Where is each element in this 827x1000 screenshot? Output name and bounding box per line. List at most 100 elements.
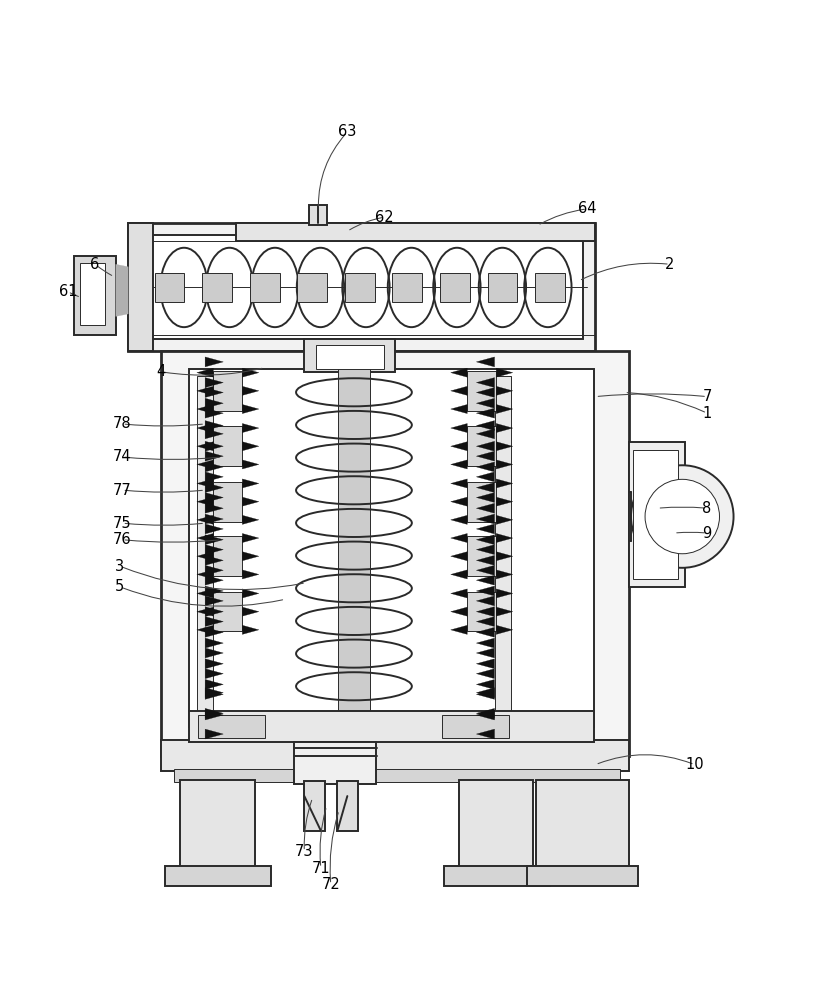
- Polygon shape: [476, 503, 495, 513]
- Polygon shape: [496, 533, 513, 543]
- Polygon shape: [496, 515, 513, 524]
- Bar: [393, 273, 423, 302]
- Bar: [174, 769, 620, 782]
- Bar: [495, 376, 511, 719]
- Polygon shape: [197, 533, 213, 543]
- Polygon shape: [476, 357, 495, 367]
- Text: 9: 9: [702, 526, 712, 541]
- Text: 72: 72: [322, 877, 340, 892]
- Bar: [467, 371, 496, 411]
- Polygon shape: [205, 679, 223, 689]
- Polygon shape: [496, 386, 513, 395]
- Polygon shape: [205, 421, 223, 431]
- Polygon shape: [205, 607, 223, 617]
- Bar: [316, 345, 384, 369]
- Polygon shape: [476, 493, 495, 502]
- Polygon shape: [242, 625, 259, 634]
- Text: 63: 63: [338, 124, 356, 139]
- Polygon shape: [205, 596, 223, 606]
- Polygon shape: [451, 442, 467, 451]
- Text: 3: 3: [115, 559, 125, 574]
- Polygon shape: [205, 545, 223, 555]
- Bar: [161, 740, 629, 771]
- Polygon shape: [197, 607, 213, 616]
- Polygon shape: [242, 589, 259, 598]
- Text: 73: 73: [295, 844, 313, 859]
- Polygon shape: [205, 535, 223, 545]
- Polygon shape: [242, 515, 259, 524]
- Bar: [213, 371, 242, 411]
- Polygon shape: [451, 533, 467, 543]
- Bar: [459, 780, 533, 870]
- Polygon shape: [205, 586, 223, 596]
- Bar: [198, 715, 265, 738]
- Bar: [155, 273, 184, 302]
- Polygon shape: [476, 565, 495, 575]
- Polygon shape: [496, 442, 513, 451]
- Polygon shape: [476, 688, 495, 698]
- Polygon shape: [205, 462, 223, 472]
- Text: 71: 71: [312, 861, 330, 876]
- Bar: [197, 376, 213, 719]
- Polygon shape: [476, 514, 495, 524]
- Polygon shape: [496, 424, 513, 433]
- Polygon shape: [197, 424, 213, 433]
- Polygon shape: [197, 479, 213, 488]
- Polygon shape: [242, 570, 259, 579]
- Bar: [165, 866, 271, 886]
- Polygon shape: [451, 625, 467, 634]
- Text: 76: 76: [113, 532, 131, 547]
- Text: 5: 5: [115, 579, 125, 594]
- Polygon shape: [205, 441, 223, 451]
- Polygon shape: [242, 533, 259, 543]
- Polygon shape: [476, 398, 495, 408]
- Polygon shape: [476, 535, 495, 545]
- Bar: [309, 205, 327, 225]
- Polygon shape: [197, 368, 213, 377]
- Text: 75: 75: [113, 516, 131, 531]
- Polygon shape: [242, 607, 259, 616]
- Polygon shape: [205, 514, 223, 524]
- Polygon shape: [496, 368, 513, 377]
- Polygon shape: [197, 570, 213, 579]
- Bar: [467, 536, 496, 576]
- Polygon shape: [496, 589, 513, 598]
- Polygon shape: [476, 472, 495, 482]
- Polygon shape: [197, 625, 213, 634]
- Text: 77: 77: [113, 483, 131, 498]
- Polygon shape: [242, 368, 259, 377]
- Polygon shape: [476, 648, 495, 658]
- Polygon shape: [197, 460, 213, 469]
- Bar: [189, 711, 594, 742]
- Polygon shape: [451, 424, 467, 433]
- Polygon shape: [476, 441, 495, 451]
- Bar: [161, 351, 629, 756]
- Polygon shape: [197, 442, 213, 451]
- Bar: [213, 592, 242, 631]
- Bar: [442, 715, 509, 738]
- Polygon shape: [242, 404, 259, 414]
- Polygon shape: [205, 575, 223, 585]
- Bar: [294, 742, 376, 784]
- Polygon shape: [496, 570, 513, 579]
- Polygon shape: [451, 589, 467, 598]
- Polygon shape: [205, 565, 223, 575]
- Polygon shape: [205, 524, 223, 534]
- Bar: [250, 273, 280, 302]
- Polygon shape: [496, 607, 513, 616]
- Text: 4: 4: [156, 364, 166, 379]
- Polygon shape: [242, 479, 259, 488]
- Polygon shape: [451, 497, 467, 506]
- Bar: [202, 273, 232, 302]
- Polygon shape: [205, 648, 223, 658]
- Polygon shape: [205, 408, 223, 418]
- Polygon shape: [476, 429, 495, 439]
- Polygon shape: [496, 404, 513, 414]
- Polygon shape: [242, 460, 259, 469]
- Bar: [444, 866, 550, 886]
- Bar: [338, 368, 370, 715]
- Bar: [213, 482, 242, 522]
- Polygon shape: [205, 493, 223, 502]
- Polygon shape: [197, 497, 213, 506]
- Bar: [304, 339, 395, 372]
